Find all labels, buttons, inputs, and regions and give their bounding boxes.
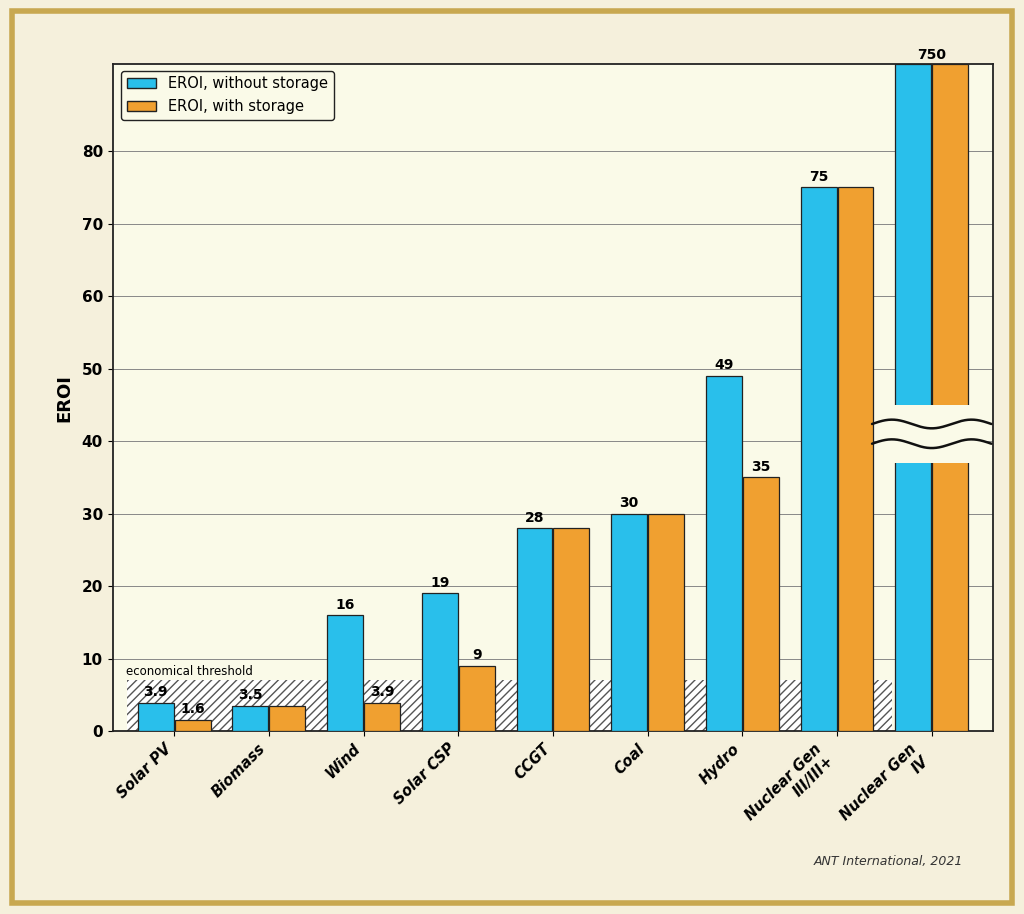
Text: 19: 19 [430,576,450,590]
Bar [742,477,779,731]
Bar [516,528,553,731]
Text: 3.9: 3.9 [370,686,394,699]
Text: 1.6: 1.6 [180,702,205,716]
Bar [327,615,364,731]
Bar [932,64,968,731]
Bar [895,64,931,731]
Text: 49: 49 [714,358,733,372]
Bar [138,703,174,731]
Bar [611,514,647,731]
Bar [232,706,268,731]
Text: 35: 35 [752,460,770,473]
Text: 9: 9 [472,648,481,663]
Text: ANT International, 2021: ANT International, 2021 [813,856,963,868]
Bar [422,593,458,731]
Text: 16: 16 [336,598,354,611]
Text: economical threshold: economical threshold [126,665,253,678]
Bar [459,666,495,731]
Bar [648,514,684,731]
Bar [838,187,873,731]
Y-axis label: EROI: EROI [55,374,73,421]
Bar [553,528,590,731]
Bar [801,187,837,731]
Bar [127,680,892,731]
Bar [365,703,400,731]
Bar [706,376,741,731]
Text: 3.5: 3.5 [239,688,263,702]
Text: 3.9: 3.9 [143,686,168,699]
Bar [882,405,982,462]
Text: 28: 28 [524,511,544,525]
Bar [175,719,211,731]
Bar [269,706,305,731]
Text: 750: 750 [918,48,946,62]
Text: 75: 75 [809,170,828,184]
Text: 30: 30 [620,496,639,510]
Legend: EROI, without storage, EROI, with storage: EROI, without storage, EROI, with storag… [122,70,334,120]
